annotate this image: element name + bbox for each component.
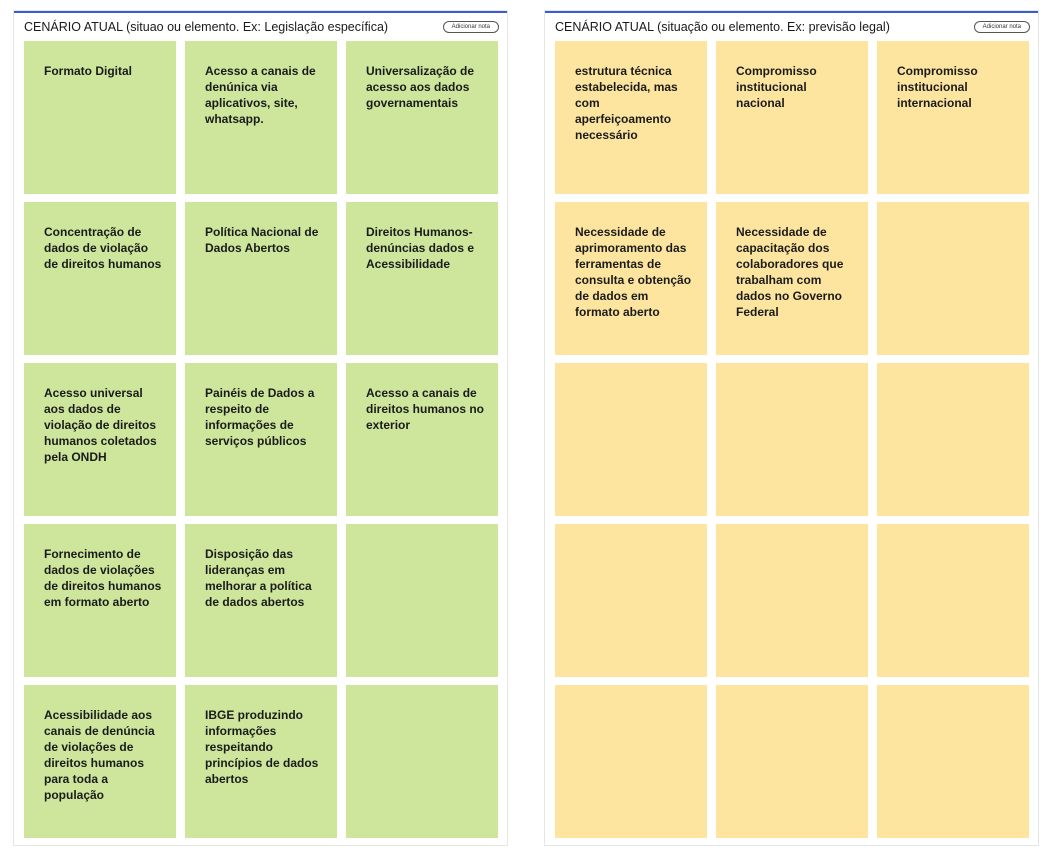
panel-header: CENÁRIO ATUAL (situao ou elemento. Ex: L…: [24, 18, 499, 36]
sticky-note[interactable]: Acesso universal aos dados de violação d…: [24, 363, 176, 516]
sticky-note-empty[interactable]: [346, 685, 498, 838]
add-note-button[interactable]: Adicionar nota: [973, 21, 1030, 33]
notes-grid: Formato Digital Acesso a canais de denún…: [24, 41, 498, 838]
sticky-note-empty[interactable]: [877, 524, 1029, 677]
sticky-note-empty[interactable]: [716, 524, 868, 677]
sticky-note[interactable]: Concentração de dados de violação de dir…: [24, 202, 176, 355]
sticky-note[interactable]: Acessibilidade aos canais de denúncia de…: [24, 685, 176, 838]
sticky-note[interactable]: IBGE produzindo informações respeitando …: [185, 685, 337, 838]
sticky-note-empty[interactable]: [555, 524, 707, 677]
sticky-note-empty[interactable]: [877, 363, 1029, 516]
sticky-note[interactable]: Acesso a canais de denúnica via aplicati…: [185, 41, 337, 194]
panel-header: CENÁRIO ATUAL (situação ou elemento. Ex:…: [555, 18, 1030, 36]
sticky-note[interactable]: Compromisso institucional nacional: [716, 41, 868, 194]
sticky-note[interactable]: Formato Digital: [24, 41, 176, 194]
sticky-note[interactable]: Disposição das lideranças em melhorar a …: [185, 524, 337, 677]
sticky-note-empty[interactable]: [716, 363, 868, 516]
panel-left: CENÁRIO ATUAL (situao ou elemento. Ex: L…: [14, 11, 507, 845]
add-note-button[interactable]: Adicionar nota: [442, 21, 499, 33]
sticky-note[interactable]: Compromisso institucional internacional: [877, 41, 1029, 194]
sticky-note-empty[interactable]: [555, 363, 707, 516]
sticky-note[interactable]: Política Nacional de Dados Abertos: [185, 202, 337, 355]
sticky-note[interactable]: Acesso a canais de direitos humanos no e…: [346, 363, 498, 516]
sticky-note-empty[interactable]: [555, 685, 707, 838]
panel-title: CENÁRIO ATUAL (situação ou elemento. Ex:…: [555, 20, 890, 34]
sticky-note-empty[interactable]: [877, 685, 1029, 838]
sticky-note[interactable]: Necessidade de capacitação dos colaborad…: [716, 202, 868, 355]
sticky-note-empty[interactable]: [877, 202, 1029, 355]
sticky-note[interactable]: Direitos Humanos-denúncias dados e Acess…: [346, 202, 498, 355]
sticky-note-empty[interactable]: [346, 524, 498, 677]
notes-grid: estrutura técnica estabelecida, mas com …: [555, 41, 1029, 838]
sticky-note[interactable]: Painéis de Dados a respeito de informaçõ…: [185, 363, 337, 516]
sticky-note[interactable]: estrutura técnica estabelecida, mas com …: [555, 41, 707, 194]
sticky-note-empty[interactable]: [716, 685, 868, 838]
panel-right: CENÁRIO ATUAL (situação ou elemento. Ex:…: [545, 11, 1038, 845]
panel-title: CENÁRIO ATUAL (situao ou elemento. Ex: L…: [24, 20, 389, 34]
sticky-note[interactable]: Fornecimento de dados de violações de di…: [24, 524, 176, 677]
sticky-note[interactable]: Universalização de acesso aos dados gove…: [346, 41, 498, 194]
sticky-note[interactable]: Necessidade de aprimoramento das ferrame…: [555, 202, 707, 355]
